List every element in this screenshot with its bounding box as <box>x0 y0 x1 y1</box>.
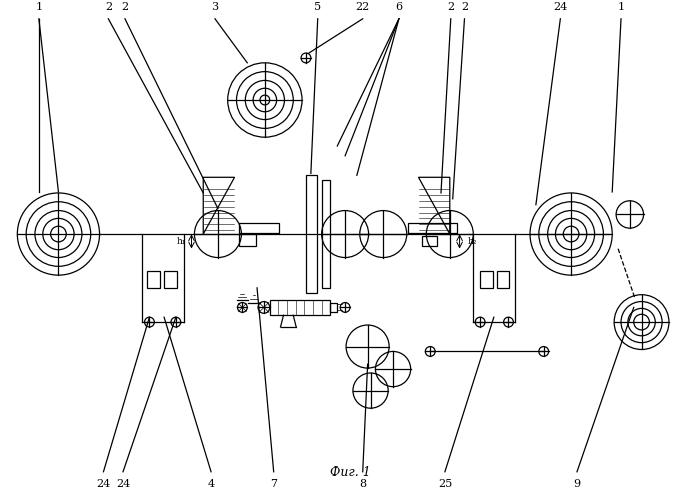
Text: 2: 2 <box>447 2 454 12</box>
Text: 2: 2 <box>105 2 112 12</box>
Text: 2: 2 <box>461 2 468 12</box>
Bar <box>306 175 316 293</box>
Bar <box>497 271 510 288</box>
Bar <box>270 300 330 315</box>
Bar <box>239 234 256 246</box>
Text: 22: 22 <box>356 2 370 12</box>
Text: h₂: h₂ <box>468 237 477 246</box>
Text: 4: 4 <box>207 479 215 489</box>
Text: 1: 1 <box>35 2 43 12</box>
Bar <box>239 223 279 233</box>
Text: 3: 3 <box>211 2 218 12</box>
Bar <box>148 271 160 288</box>
Text: 24: 24 <box>97 479 111 489</box>
Text: 7: 7 <box>270 479 277 489</box>
Bar <box>407 223 456 233</box>
Bar <box>330 302 337 312</box>
Bar <box>164 271 177 288</box>
Bar <box>321 180 330 288</box>
Text: 6: 6 <box>395 2 402 12</box>
Text: 24: 24 <box>553 2 568 12</box>
Bar <box>422 236 437 246</box>
Bar <box>480 271 493 288</box>
Text: 24: 24 <box>116 479 130 489</box>
Text: 1: 1 <box>617 2 624 12</box>
Text: Фиг. 1: Фиг. 1 <box>330 465 370 479</box>
Text: 25: 25 <box>438 479 452 489</box>
Text: 2: 2 <box>121 2 129 12</box>
Text: h₁: h₁ <box>176 237 186 246</box>
Text: 9: 9 <box>573 479 580 489</box>
Text: 8: 8 <box>359 479 366 489</box>
Text: 5: 5 <box>314 2 321 12</box>
